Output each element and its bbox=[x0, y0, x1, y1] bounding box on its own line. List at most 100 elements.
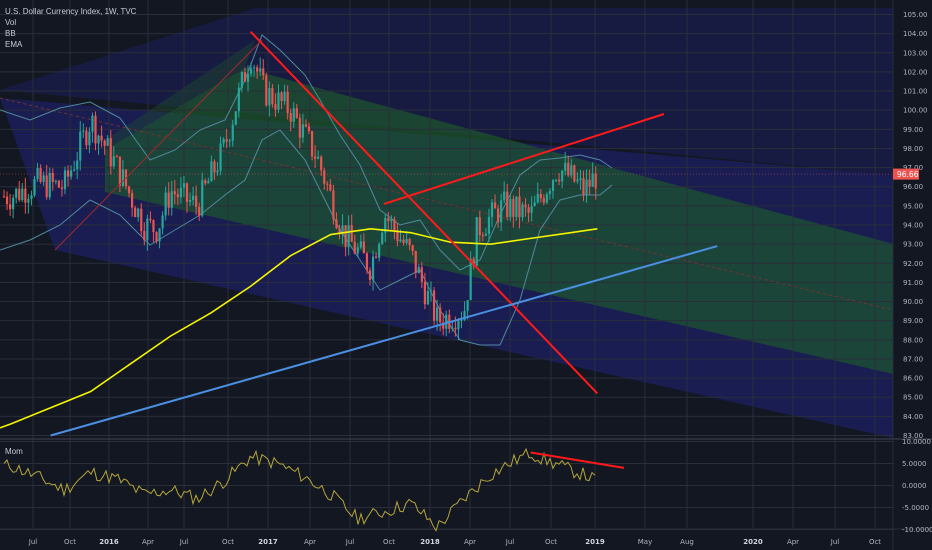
candle-body bbox=[570, 165, 573, 176]
price-tick-label: 100.00 bbox=[903, 107, 928, 115]
candle-body bbox=[487, 216, 491, 234]
candle-body bbox=[292, 108, 295, 122]
candle-body bbox=[500, 200, 503, 223]
candle-body bbox=[298, 117, 301, 138]
candle-body bbox=[350, 225, 353, 242]
candle-body bbox=[454, 327, 457, 330]
candle-body bbox=[280, 92, 283, 102]
momentum-label[interactable]: Mom bbox=[5, 447, 23, 456]
candle-body bbox=[314, 156, 317, 159]
candle-body bbox=[381, 232, 384, 244]
candle-body bbox=[506, 191, 509, 217]
candle-body bbox=[466, 300, 469, 311]
candle-body bbox=[140, 208, 143, 232]
chart-legend: U.S. Dollar Currency Index, 1W, TVC Vol … bbox=[5, 6, 136, 50]
price-tick-label: 101.00 bbox=[903, 88, 928, 96]
candle-body bbox=[243, 71, 247, 82]
candle-body bbox=[356, 247, 359, 254]
candle-body bbox=[249, 68, 253, 74]
price-tick-label: 85.00 bbox=[903, 394, 923, 402]
time-tick-label: 2016 bbox=[99, 538, 119, 546]
candle-body bbox=[97, 135, 100, 144]
legend-bb[interactable]: BB bbox=[5, 29, 16, 38]
candle-body bbox=[445, 314, 448, 329]
candle-body bbox=[368, 270, 372, 280]
legend-symbol[interactable]: U.S. Dollar Currency Index, 1W, TVC bbox=[5, 7, 137, 16]
time-tick-label: Apr bbox=[304, 538, 316, 546]
candle-body bbox=[582, 178, 585, 195]
candle-body bbox=[588, 179, 591, 187]
candle-body bbox=[320, 156, 323, 171]
candle-body bbox=[317, 156, 320, 159]
candle-body bbox=[9, 204, 12, 210]
candle-body bbox=[158, 228, 161, 242]
candle-body bbox=[216, 170, 219, 173]
candle-body bbox=[33, 179, 36, 196]
candle-body bbox=[134, 207, 137, 218]
price-tick-label: 105.00 bbox=[903, 11, 928, 19]
candle-body bbox=[436, 307, 439, 321]
candle-body bbox=[5, 196, 9, 205]
time-tick-label: Oct bbox=[64, 538, 76, 546]
candle-body bbox=[365, 253, 369, 271]
price-tick-label: 102.00 bbox=[903, 68, 928, 76]
price-tick-label: 94.00 bbox=[903, 222, 923, 230]
momentum-tick-label: 10.0000 bbox=[902, 438, 931, 446]
candle-body bbox=[76, 160, 79, 170]
trendline-down bbox=[249, 31, 599, 395]
candle-body bbox=[539, 193, 542, 199]
candle-body bbox=[432, 290, 436, 321]
legend-vol[interactable]: Vol bbox=[5, 18, 17, 27]
candle-body bbox=[527, 207, 530, 213]
candle-body bbox=[521, 204, 524, 218]
candle-body bbox=[274, 103, 277, 110]
candle-body bbox=[222, 139, 225, 144]
candle-body bbox=[182, 183, 186, 188]
candle-body bbox=[594, 173, 597, 189]
candle-body bbox=[213, 161, 216, 173]
candle-body bbox=[27, 198, 30, 203]
candle-body bbox=[179, 187, 182, 198]
candle-body bbox=[524, 204, 527, 208]
candle-body bbox=[106, 138, 109, 146]
candle-body bbox=[323, 170, 326, 184]
candle-body bbox=[460, 319, 463, 321]
candle-body bbox=[579, 178, 582, 180]
candle-body bbox=[417, 267, 420, 274]
candle-body bbox=[201, 180, 204, 216]
candle-body bbox=[347, 225, 350, 247]
candle-body bbox=[15, 188, 18, 198]
candle-body bbox=[576, 179, 579, 182]
momentum-tick-label: -5.0000 bbox=[902, 504, 929, 512]
candle-body bbox=[561, 170, 564, 182]
candle-body bbox=[533, 202, 536, 207]
candle-body bbox=[100, 135, 103, 141]
candle-body bbox=[207, 181, 210, 184]
candle-body bbox=[66, 170, 70, 177]
candle-body bbox=[335, 219, 338, 229]
candle-body bbox=[82, 130, 85, 132]
candle-body bbox=[137, 208, 140, 218]
candle-body bbox=[564, 162, 567, 171]
time-tick-label: Apr bbox=[787, 538, 799, 546]
candle-body bbox=[164, 192, 167, 216]
candle-body bbox=[371, 256, 375, 280]
price-tick-label: 83.00 bbox=[903, 432, 923, 440]
candle-body bbox=[542, 198, 545, 203]
candle-body bbox=[378, 243, 381, 258]
momentum-series bbox=[3, 447, 596, 532]
candle-body bbox=[304, 124, 308, 127]
candle-body bbox=[457, 320, 460, 330]
candle-body bbox=[548, 191, 552, 195]
candle-body bbox=[423, 281, 426, 305]
candle-body bbox=[295, 108, 298, 118]
legend-ema[interactable]: EMA bbox=[5, 40, 23, 49]
candle-body bbox=[85, 130, 88, 146]
candle-body bbox=[268, 88, 271, 106]
candle-body bbox=[484, 233, 487, 236]
price-tick-label: 103.00 bbox=[903, 49, 928, 57]
candle-body bbox=[384, 218, 387, 233]
candle-body bbox=[283, 91, 286, 102]
